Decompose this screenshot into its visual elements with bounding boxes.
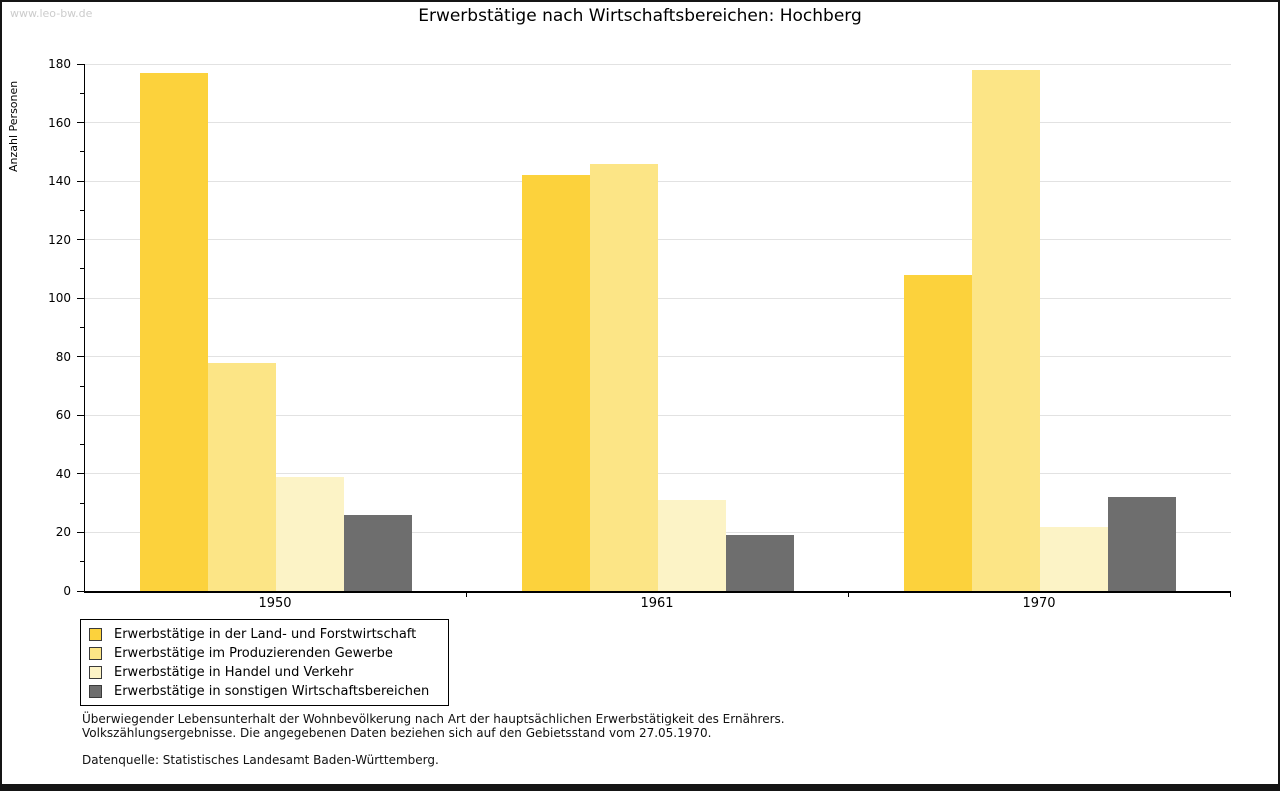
x-category-label-1970: 1970	[1022, 596, 1056, 611]
y-minor-tick-90	[79, 327, 84, 328]
y-minor-tick-130	[79, 209, 84, 211]
y-minor-tick-150	[79, 151, 84, 153]
legend-item-1: Erwerbstätige in der Land- und Forstwirt…	[89, 625, 440, 644]
gridline-y-80	[85, 356, 1231, 358]
footnote-text: Überwiegender Lebensunterhalt der Wohnbe…	[82, 712, 785, 740]
legend-item-4: Erwerbstätige in sonstigen Wirtschaftsbe…	[89, 682, 440, 701]
bar-1950-series-2	[208, 362, 276, 591]
y-major-tick-0	[76, 590, 84, 592]
y-major-tick-60	[76, 414, 84, 416]
x-boundary-tick-3	[1230, 591, 1231, 597]
chart-title: Erwerbstätige nach Wirtschaftsbereichen:…	[418, 6, 862, 26]
datasource-text: Datenquelle: Statistisches Landesamt Bad…	[82, 753, 439, 767]
y-axis-label: Anzahl Personen	[7, 80, 20, 172]
legend-box: Erwerbstätige in der Land- und Forstwirt…	[80, 619, 449, 706]
y-tick-label-40: 40	[55, 466, 71, 481]
legend-swatch-2	[89, 647, 102, 660]
y-tick-label-180: 180	[48, 57, 71, 71]
gridline-y-40	[85, 473, 1231, 475]
y-tick-label-140: 140	[48, 174, 71, 189]
y-major-tick-20	[76, 531, 84, 533]
y-major-tick-40	[76, 473, 84, 475]
legend-item-2: Erwerbstätige im Produzierenden Gewerbe	[89, 644, 440, 663]
y-minor-tick-170	[79, 92, 84, 94]
bar-1970-series-1	[904, 274, 972, 591]
y-tick-label-20: 20	[55, 525, 71, 540]
legend-swatch-3	[89, 666, 102, 679]
y-tick-label-120: 120	[48, 232, 71, 247]
watermark: www.leo-bw.de	[10, 7, 93, 20]
footnote-line-2: Volkszählungsergebnisse. Die angegebenen…	[82, 726, 712, 740]
bar-1970-series-3	[1040, 526, 1108, 591]
bar-1950-series-1	[140, 72, 208, 591]
gridline-y-120	[85, 239, 1231, 241]
y-minor-tick-50	[79, 444, 84, 446]
y-major-tick-140	[76, 180, 84, 182]
gridline-y-140	[85, 180, 1231, 182]
legend-label-3: Erwerbstätige in Handel und Verkehr	[114, 665, 354, 680]
legend-label-4: Erwerbstätige in sonstigen Wirtschaftsbe…	[114, 684, 430, 699]
bar-1961-series-1	[522, 175, 590, 591]
legend-label-1: Erwerbstätige in der Land- und Forstwirt…	[114, 627, 417, 642]
bar-1961-series-4	[726, 535, 794, 591]
bar-1961-series-3	[658, 500, 726, 591]
y-major-tick-100	[76, 297, 84, 299]
gridline-y-160	[85, 122, 1231, 124]
x-category-label-1961: 1961	[640, 596, 674, 611]
legend-swatch-4	[89, 685, 102, 698]
gridline-y-100	[85, 297, 1231, 299]
y-tick-label-0: 0	[63, 584, 71, 598]
y-tick-label-100: 100	[48, 291, 71, 306]
x-boundary-tick-2	[848, 591, 849, 597]
y-tick-label-60: 60	[55, 408, 71, 423]
y-major-tick-80	[76, 356, 84, 358]
y-minor-tick-110	[79, 268, 84, 270]
y-tick-label-160: 160	[48, 115, 71, 130]
y-major-tick-180	[76, 63, 84, 65]
gridline-y-60	[85, 414, 1231, 416]
bar-1950-series-3	[276, 476, 344, 591]
legend-item-3: Erwerbstätige in Handel und Verkehr	[89, 663, 440, 682]
y-major-tick-120	[76, 239, 84, 241]
bar-1970-series-4	[1108, 497, 1176, 591]
y-minor-tick-30	[79, 502, 84, 504]
y-tick-label-80: 80	[55, 349, 71, 364]
y-major-tick-160	[76, 122, 84, 124]
gridline-y-180	[85, 63, 1231, 65]
footnote-line-1: Überwiegender Lebensunterhalt der Wohnbe…	[82, 712, 785, 726]
legend-swatch-1	[89, 628, 102, 641]
y-minor-tick-10	[79, 561, 84, 563]
x-category-label-1950: 1950	[258, 596, 292, 611]
bar-1950-series-4	[344, 514, 412, 591]
bar-1970-series-2	[972, 69, 1040, 591]
legend-label-2: Erwerbstätige im Produzierenden Gewerbe	[114, 646, 393, 661]
x-boundary-tick-1	[466, 591, 467, 597]
bar-1961-series-2	[590, 163, 658, 591]
y-minor-tick-70	[79, 385, 84, 387]
plot-area: 0 20 40 60 80 100 120 140 160 180	[48, 57, 1231, 598]
